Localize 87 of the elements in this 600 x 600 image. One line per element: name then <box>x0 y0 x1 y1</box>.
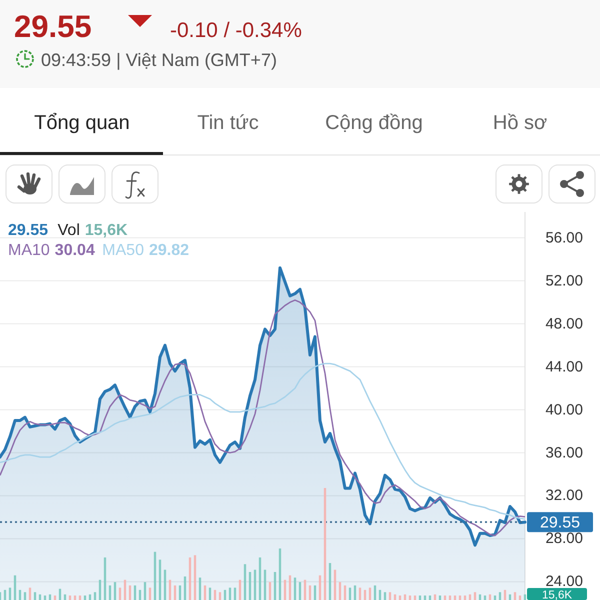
bar <box>208 588 212 600</box>
bar <box>84 596 86 600</box>
bar <box>158 560 162 600</box>
line-series <box>0 299 526 536</box>
bar <box>268 582 272 600</box>
bar <box>428 596 432 600</box>
bar <box>68 596 72 600</box>
bar <box>78 596 82 600</box>
bar <box>198 578 202 600</box>
bar <box>248 572 252 600</box>
bar <box>24 592 26 600</box>
bar <box>294 578 296 600</box>
bar <box>194 555 196 600</box>
text: Tin tức <box>197 112 259 134</box>
y-tick-label: 28.00 <box>545 530 583 548</box>
y-tick-label: 56.00 <box>545 229 583 246</box>
text: MA10 <box>8 242 50 259</box>
bar <box>338 582 342 600</box>
bar <box>114 582 116 600</box>
bar <box>228 588 232 600</box>
bar <box>328 563 332 600</box>
bar <box>28 588 32 600</box>
bar <box>74 596 76 600</box>
y-tick-label: 40.00 <box>545 401 583 418</box>
bar <box>408 596 412 600</box>
bar <box>454 596 456 600</box>
bar <box>498 592 502 600</box>
bar <box>188 557 192 600</box>
bar <box>348 588 352 600</box>
bar <box>34 592 36 600</box>
text: 29.55 <box>14 9 92 44</box>
bar <box>518 596 522 600</box>
bar <box>104 557 106 600</box>
bar <box>94 592 96 600</box>
bar <box>458 596 462 600</box>
text: Tổng quan <box>34 112 130 134</box>
text: -0.10 / -0.34% <box>170 19 302 42</box>
bar <box>274 572 276 600</box>
bar <box>218 592 222 600</box>
text: 29.55 <box>8 222 48 239</box>
text: Hồ sơ <box>492 112 548 134</box>
bar <box>154 552 156 600</box>
bar <box>444 596 446 600</box>
y-tick-label: 32.00 <box>545 487 583 504</box>
bar <box>418 596 422 600</box>
chart-subtitle: 09:43:59 | Việt Nam (GMT+7) <box>41 50 277 70</box>
bar <box>514 592 516 600</box>
bar <box>234 588 236 600</box>
bar <box>298 582 302 600</box>
bar <box>438 596 442 600</box>
annotation: 30.04 <box>54 242 95 259</box>
bar <box>398 596 402 600</box>
bar <box>388 592 392 600</box>
bar <box>484 596 486 600</box>
bar <box>258 557 262 600</box>
bar <box>184 576 186 600</box>
bar <box>384 592 386 600</box>
bar <box>464 596 466 600</box>
bar <box>54 596 56 600</box>
y-tick-label: 44.00 <box>545 358 583 376</box>
bar <box>144 582 146 600</box>
text: Vol <box>58 222 80 239</box>
annotation: 29.82 <box>148 242 190 259</box>
text: 15,6K <box>542 590 572 600</box>
bar <box>324 488 326 600</box>
bar <box>424 596 426 600</box>
bar <box>474 592 476 600</box>
bar <box>118 588 122 600</box>
bar <box>278 548 282 600</box>
text: 29.55 <box>540 514 580 532</box>
bar <box>44 596 46 600</box>
y-tick-label: 24.00 <box>545 573 583 590</box>
bar <box>358 588 362 600</box>
bar <box>148 588 152 600</box>
line-series <box>0 362 526 520</box>
bar <box>244 564 246 600</box>
text: Cộng đồng <box>325 112 423 134</box>
bar <box>414 596 416 600</box>
bar <box>448 596 452 600</box>
annotation: 15,6K <box>84 222 128 239</box>
text: MA50 <box>102 242 144 259</box>
bar <box>8 588 12 600</box>
bar <box>494 596 496 600</box>
bar <box>368 588 372 600</box>
y-tick-label: 48.00 <box>545 315 583 332</box>
y-tick-label: 36.00 <box>545 444 583 462</box>
y-tick-label: 52.00 <box>545 272 583 290</box>
